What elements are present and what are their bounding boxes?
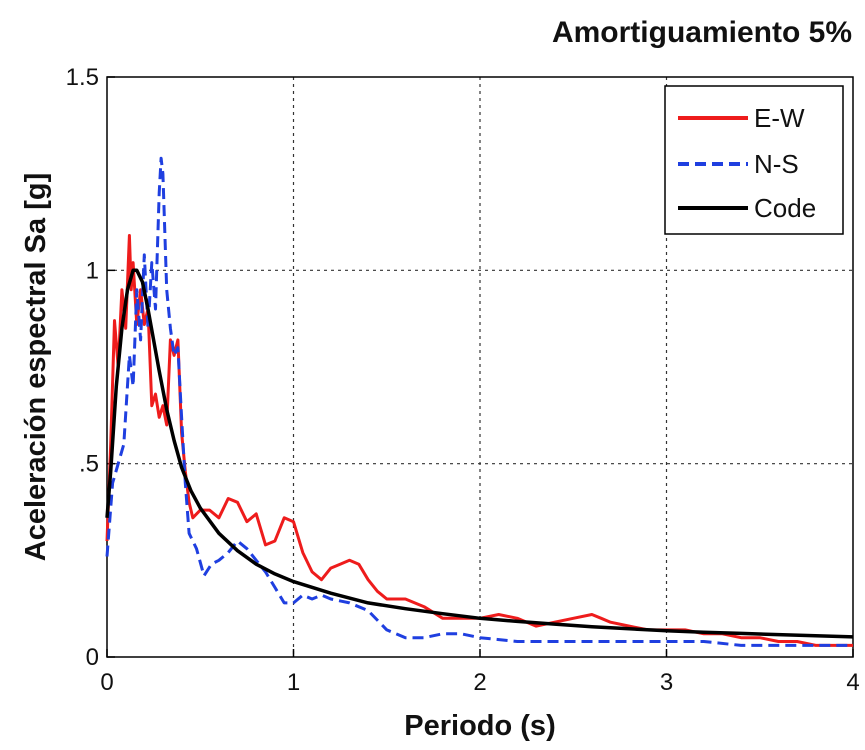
x-tick-label-2: 2: [473, 669, 486, 696]
x-tick-label-0: 0: [100, 669, 113, 696]
x-axis-ticks: 0 1 2 3 4: [100, 649, 860, 696]
y-axis-ticks: 0 .5 1 1.5: [66, 64, 115, 671]
legend-label-code: Code: [754, 193, 816, 223]
y-tick-label-0: 0: [86, 644, 99, 671]
y-tick-label-2: 1: [86, 257, 99, 284]
x-axis-title: Periodo (s): [404, 710, 555, 742]
legend: E-W N-S Code: [664, 85, 844, 235]
legend-label-ns: N-S: [754, 149, 799, 179]
y-axis-title: Aceleración espectral Sa [g]: [20, 173, 52, 561]
legend-label-ew: E-W: [754, 103, 805, 133]
x-tick-label-3: 3: [660, 669, 673, 696]
chart-title: Amortiguamiento 5%: [552, 16, 852, 49]
x-tick-label-4: 4: [846, 669, 859, 696]
y-tick-label-3: 1.5: [66, 64, 99, 91]
x-tick-label-1: 1: [287, 669, 300, 696]
grid-lines: [107, 77, 853, 657]
series-lines: [105, 156, 854, 647]
y-tick-label-1: .5: [79, 451, 99, 478]
series-line-code: [105, 268, 854, 639]
